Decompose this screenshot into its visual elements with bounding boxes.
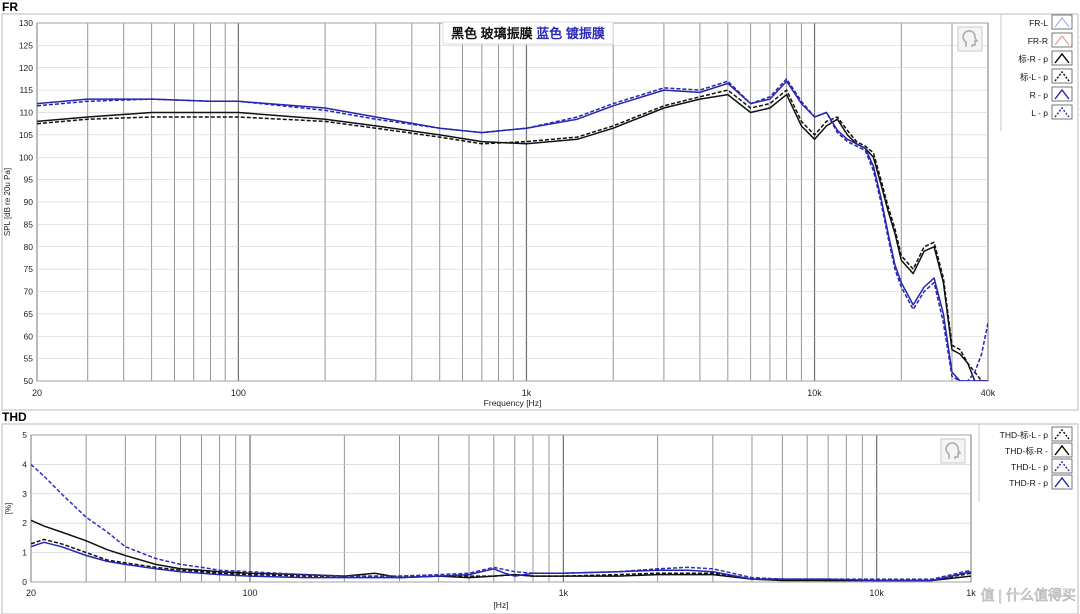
y-tick-label: 100 xyxy=(19,152,33,162)
legend-label: FR-L xyxy=(1029,18,1048,28)
y-tick-label: 0 xyxy=(22,577,27,587)
plot-area xyxy=(30,434,972,583)
y-tick-label: 65 xyxy=(24,309,34,319)
y-tick-label: 2 xyxy=(22,518,27,528)
y-tick-label: 55 xyxy=(24,354,34,364)
x-axis-label: [Hz] xyxy=(493,600,508,610)
x-tick-label: 40k xyxy=(981,388,996,398)
head-icon xyxy=(940,438,966,464)
legend-label: THD-标-R - xyxy=(1005,446,1048,456)
y-tick-label: 5 xyxy=(22,430,27,440)
legend-label: 标-L - p xyxy=(1020,72,1048,82)
y-tick-label: 95 xyxy=(24,175,34,185)
head-icon-shape xyxy=(945,442,962,459)
y-tick-label: 60 xyxy=(24,331,34,341)
legend-swatch-line xyxy=(1054,70,1070,82)
legend-label: L - p xyxy=(1031,108,1048,118)
y-tick-label: 75 xyxy=(24,264,34,274)
x-tick-label: 10k xyxy=(869,588,884,598)
legend-swatch-line xyxy=(1054,35,1070,46)
y-tick-label: 85 xyxy=(24,219,34,229)
y-tick-label: 70 xyxy=(24,287,34,297)
annotation-text: 黑色 玻璃振膜 蓝色 镀振膜 xyxy=(451,26,605,41)
panel-title: FR xyxy=(2,0,18,14)
x-tick-label: 10k xyxy=(807,388,822,398)
grid-lines xyxy=(31,434,971,583)
y-tick-label: 50 xyxy=(24,376,34,386)
legend-swatch-line xyxy=(1054,476,1070,488)
x-tick-label: 20 xyxy=(32,388,42,398)
legend-swatch-box xyxy=(1051,458,1073,474)
y-tick-label: 130 xyxy=(19,18,33,28)
x-axis-label: Frequency [Hz] xyxy=(484,398,542,408)
x-tick-label: 1k xyxy=(966,588,976,598)
legend-swatch-line xyxy=(1054,52,1070,64)
legend-swatch-line xyxy=(1054,428,1070,440)
legend-swatch-box xyxy=(1051,14,1073,30)
series-line xyxy=(37,78,988,381)
x-tick-label: 1k xyxy=(559,588,569,598)
legend: THD-标-L - p THD-标-R - THD-L - p THD-R - p xyxy=(978,424,1073,502)
series-line xyxy=(37,93,988,381)
legend-label: 标-R - p xyxy=(1018,54,1048,64)
series-line xyxy=(31,541,971,582)
x-tick-label: 20 xyxy=(26,588,36,598)
x-tick-label: 100 xyxy=(242,588,257,598)
y-tick-label: 110 xyxy=(19,108,33,118)
legend-label: THD-L - p xyxy=(1011,462,1048,472)
legend-swatch-box xyxy=(1051,32,1073,48)
y-tick-label: 90 xyxy=(24,197,34,207)
head-icon xyxy=(957,26,983,52)
x-tick-label: 100 xyxy=(231,388,246,398)
x-tick-label: 1k xyxy=(522,388,532,398)
y-tick-label: 3 xyxy=(22,489,27,499)
head-icon-frame xyxy=(957,26,983,52)
legend-swatch-line xyxy=(1054,460,1070,472)
legend-swatch-line xyxy=(1054,17,1070,28)
y-tick-label: 115 xyxy=(19,85,33,95)
panel-title: THD xyxy=(2,410,27,424)
y-tick-label: 1 xyxy=(22,548,27,558)
watermark-text: 值 | 什么值得买 xyxy=(981,587,1076,603)
legend-swatch-box xyxy=(1051,68,1073,84)
legend-swatch-line xyxy=(1054,88,1070,100)
grid-lines xyxy=(37,22,988,382)
legend: FR-L FR-R 标-R - p 标-L - p R - p L - p xyxy=(1000,14,1073,131)
legend-label: THD-标-L - p xyxy=(1000,430,1049,440)
legend-label: R - p xyxy=(1030,90,1049,100)
legend-label: THD-R - p xyxy=(1009,478,1048,488)
y-tick-label: 120 xyxy=(19,63,33,73)
y-axis-label: SPL [dB re 20u Pa] xyxy=(3,168,12,236)
legend-label: FR-R xyxy=(1028,36,1048,46)
annotation-box xyxy=(442,21,614,45)
y-tick-label: 80 xyxy=(24,242,34,252)
legend-swatch-line xyxy=(1054,106,1070,118)
y-tick-label: 105 xyxy=(19,130,33,140)
y-axis-label: [%] xyxy=(4,503,13,515)
head-icon-shape xyxy=(962,30,979,47)
legend-swatch-box xyxy=(1051,426,1073,442)
annotation-part1: 黑色 玻璃振膜 xyxy=(451,26,536,41)
series-line xyxy=(31,463,971,580)
series-group xyxy=(37,78,988,381)
series-group xyxy=(31,463,971,582)
fr-panel: FR 50 55 60 65 70 75 80 85 90 95 100 105 110 115 120 125… xyxy=(1,0,1079,411)
legend-swatch-box xyxy=(1051,104,1073,120)
legend-swatch-line xyxy=(1054,444,1070,456)
annotation-part2: 蓝色 镀振膜 xyxy=(536,26,605,41)
y-tick-label: 4 xyxy=(22,459,27,469)
y-tick-label: 125 xyxy=(19,40,33,50)
